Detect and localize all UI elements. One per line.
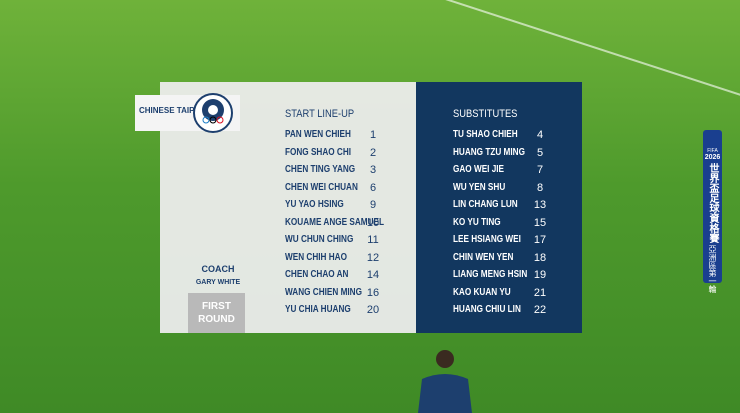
player-number: 13	[533, 199, 547, 211]
player-number: 16	[366, 286, 380, 299]
player-number: 21	[533, 286, 547, 299]
player-number: 2	[369, 146, 377, 159]
player-name: YU CHIA HUANG	[285, 304, 351, 315]
player-name: TU SHAO CHIEH	[453, 129, 518, 140]
team-name: CHINESE TAIPEI	[139, 106, 202, 115]
team-logo	[193, 93, 233, 133]
player-name: WU CHUN CHING	[285, 234, 354, 245]
player-figure	[418, 350, 472, 413]
player-number: 7	[536, 164, 544, 176]
player-name: CHIN WEN YEN	[453, 251, 514, 263]
player-number: 14	[366, 269, 380, 281]
subs-title: SUBSTITUTES	[453, 108, 518, 120]
player-name: CHEN WEI CHUAN	[285, 181, 358, 193]
banner-event: 世界盃足球資格賽	[707, 163, 718, 243]
player-number: 22	[533, 304, 547, 316]
player-number: 6	[369, 181, 377, 194]
player-number: 20	[366, 304, 380, 316]
round-box: FIRST ROUND	[188, 293, 245, 333]
player-name: WEN CHIH HAO	[285, 251, 347, 263]
player-name: YU YAO HSING	[285, 199, 344, 210]
player-number: 18	[533, 251, 547, 264]
player-number: 1	[369, 129, 377, 141]
banner-org: FIFA	[707, 148, 718, 154]
player-number: 12	[366, 251, 380, 264]
player-name: KAO KUAN YU	[453, 286, 511, 298]
player-name: PAN WEN CHIEH	[285, 129, 351, 140]
player-name: CHEN CHAO AN	[285, 269, 349, 280]
player-number: 9	[369, 199, 377, 211]
player-name: WU YEN SHU	[453, 181, 506, 193]
player-number: 17	[533, 234, 547, 246]
lineup-title: START LINE-UP	[285, 108, 355, 120]
player-name: KO YU TING	[453, 216, 501, 228]
player-name: HUANG CHIU LIN	[453, 304, 521, 315]
player-name: LIN CHANG LUN	[453, 199, 518, 210]
player-number: 11	[367, 234, 379, 246]
player-name: WANG CHIEN MING	[285, 286, 362, 298]
player-name: LEE HSIANG WEI	[453, 234, 521, 245]
player-name: FONG SHAO CHI	[285, 146, 352, 158]
player-number: 8	[536, 181, 544, 194]
player-number: 10	[366, 216, 380, 229]
player-number: 5	[536, 146, 544, 159]
player-name: KOUAME ANGE SAMUEL	[285, 216, 385, 228]
player-name: GAO WEI JIE	[453, 164, 505, 175]
subs-panel	[416, 82, 582, 333]
coach-name: GARY WHITE	[195, 279, 241, 286]
player-number: 19	[533, 269, 547, 281]
player-number: 15	[533, 216, 547, 229]
coach-label: COACH	[201, 264, 235, 274]
banner-year: 2026	[704, 154, 721, 161]
player-name: HUANG TZU MING	[453, 146, 525, 158]
player-name: LIANG MENG HSIN	[453, 269, 528, 280]
player-number: 3	[369, 164, 377, 176]
banner-stage: 亞洲區第一輪	[708, 245, 717, 293]
player-number: 4	[536, 129, 544, 141]
player-name: CHEN TING YANG	[285, 164, 356, 175]
event-banner: FIFA 2026 世界盃足球資格賽 亞洲區第一輪	[703, 130, 722, 293]
